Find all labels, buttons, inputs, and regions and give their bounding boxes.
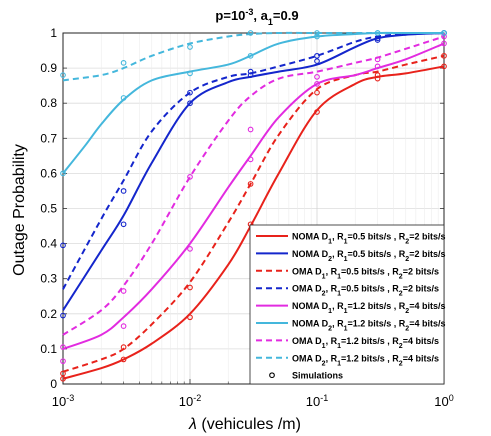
simulation-point: [187, 100, 193, 107]
legend-label: NOMA D2, R1=0.5 bits/s , R2=2 bits/s: [292, 249, 445, 263]
legend-simulations-label: Simulations: [292, 371, 343, 381]
simulation-point: [60, 344, 66, 350]
chart-title: p=10-3, a1=0.9: [215, 7, 298, 27]
x-tick-label: 10-3: [52, 393, 74, 409]
simulation-point: [374, 30, 381, 36]
simulation-point: [60, 170, 66, 177]
simulation-point: [247, 72, 254, 78]
simulation-point: [187, 70, 193, 77]
simulation-point: [247, 126, 254, 133]
simulation-point: [314, 30, 320, 36]
simulation-point: [314, 89, 320, 96]
y-tick-label: 0: [50, 377, 57, 391]
simulation-point: [314, 81, 320, 87]
y-tick-label: 0.8: [40, 96, 57, 110]
simulation-point: [60, 370, 66, 377]
simulation-point: [441, 63, 447, 70]
legend: NOMA D1, R1=0.5 bits/s , R2=2 bits/s NOMA…: [249, 224, 445, 385]
x-tick-label: 10-1: [306, 393, 328, 409]
y-tick-label: 0.2: [40, 307, 57, 321]
simulation-point: [120, 288, 127, 294]
simulation-point: [441, 40, 447, 47]
simulation-point: [60, 312, 66, 319]
simulation-point: [120, 95, 127, 101]
simulation-point: [374, 72, 381, 78]
legend-label: OMA D2, R1=1.2 bits/s , R2=4 bits/s: [292, 353, 439, 367]
y-tick-label: 0.5: [40, 202, 57, 216]
simulation-point: [120, 188, 127, 194]
legend-label: OMA D2, R1=0.5 bits/s , R2=2 bits/s: [292, 284, 439, 298]
legend-box: [249, 224, 445, 385]
simulation-point: [187, 246, 193, 252]
simulation-point: [374, 63, 381, 70]
simulation-point: [247, 156, 254, 163]
y-tick-label: 0.6: [40, 166, 57, 180]
simulation-point: [60, 72, 66, 78]
simulation-point: [314, 52, 320, 59]
simulation-point: [247, 30, 254, 36]
simulation-point: [120, 323, 127, 329]
simulation-point: [441, 30, 447, 36]
simulation-point: [314, 58, 320, 64]
y-tick-label: 1: [50, 26, 57, 40]
simulation-point: [247, 68, 254, 75]
simulation-point: [314, 109, 320, 115]
simulation-point: [120, 59, 127, 66]
legend-simulation-marker: [269, 372, 275, 379]
x-tick-label: 100: [434, 393, 453, 409]
simulation-point: [374, 35, 381, 42]
y-tick-label: 0.3: [40, 272, 57, 286]
x-tick-label: 10-2: [179, 393, 201, 409]
y-axis-label: Outage Probability: [11, 144, 28, 276]
legend-label: OMA D1, R1=1.2 bits/s , R2=4 bits/s: [292, 336, 439, 350]
legend-label: NOMA D1, R1=1.2 bits/s , R2=4 bits/s: [292, 301, 445, 315]
simulation-point: [60, 358, 66, 365]
simulation-point: [120, 221, 127, 228]
simulation-point: [187, 44, 193, 50]
simulation-point: [247, 52, 254, 59]
x-axis-label: λ (vehicules /m): [188, 416, 301, 433]
simulation-point: [441, 33, 447, 40]
simulation-point: [187, 284, 193, 291]
simulation-point: [187, 174, 193, 180]
simulation-point: [374, 75, 381, 82]
simulation-point: [60, 375, 66, 382]
simulation-point: [60, 242, 66, 249]
y-tick-label: 0.9: [40, 61, 57, 75]
simulation-point: [314, 33, 320, 40]
simulation-point: [374, 37, 381, 43]
simulation-point: [120, 356, 127, 363]
legend-label: NOMA D1, R1=0.5 bits/s , R2=2 bits/s: [292, 232, 445, 246]
y-tick-label: 0.4: [40, 237, 57, 251]
y-tick-label: 0.1: [40, 342, 57, 356]
series-line-8: [62, 31, 444, 82]
simulation-point: [314, 74, 320, 80]
simulation-point: [374, 56, 381, 63]
simulation-point: [187, 314, 193, 321]
y-tick-label: 0.7: [40, 131, 57, 145]
simulation-point: [441, 52, 447, 59]
simulation-point: [120, 344, 127, 350]
legend-label: OMA D1, R1=0.5 bits/s , R2=2 bits/s: [292, 266, 439, 280]
simulation-markers: [60, 30, 447, 382]
simulation-point: [247, 181, 254, 187]
legend-label: NOMA D2, R1=1.2 bits/s , R2=4 bits/s: [292, 319, 445, 333]
tick-labels: 0 0.1 0.2 0.3 0.4 0.5 0.6 0.7 0.8 0.9 1 10-3 10-2 10-…: [40, 26, 453, 409]
simulation-point: [187, 89, 193, 96]
